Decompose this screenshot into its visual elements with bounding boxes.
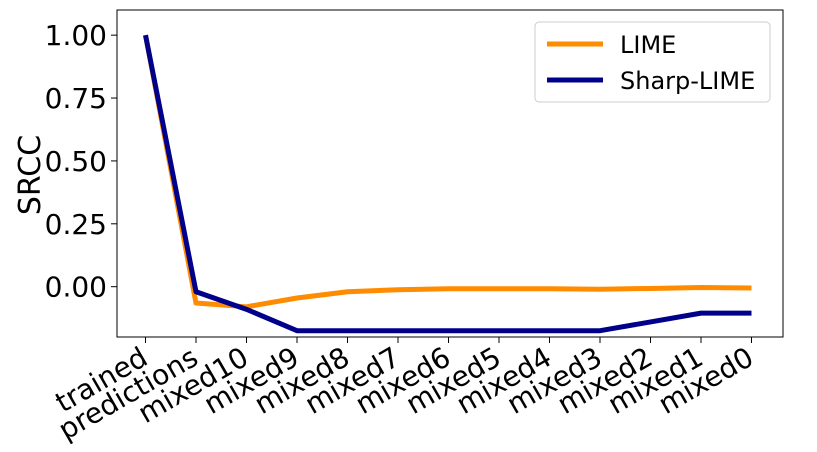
plot-frame <box>116 9 784 338</box>
y-tick-label: 0.25 <box>45 208 107 241</box>
x-axis: trainedpredictionsmixed10mixed9mixed8mix… <box>50 337 759 447</box>
y-tick-label: 0.00 <box>45 271 107 304</box>
series-layer <box>143 34 752 334</box>
legend: LIME Sharp-LIME <box>534 21 771 103</box>
y-tick-label: 0.50 <box>45 145 107 178</box>
series-line-sharp-lime <box>143 34 752 334</box>
legend-label: LIME <box>620 31 676 59</box>
y-axis: 1.00 0.75 0.50 0.25 0.00 <box>45 19 117 304</box>
y-axis-title: SRCC <box>13 135 48 215</box>
y-tick-label: 0.75 <box>45 82 107 115</box>
y-tick-label: 1.00 <box>45 19 107 52</box>
legend-label: Sharp-LIME <box>620 67 755 95</box>
